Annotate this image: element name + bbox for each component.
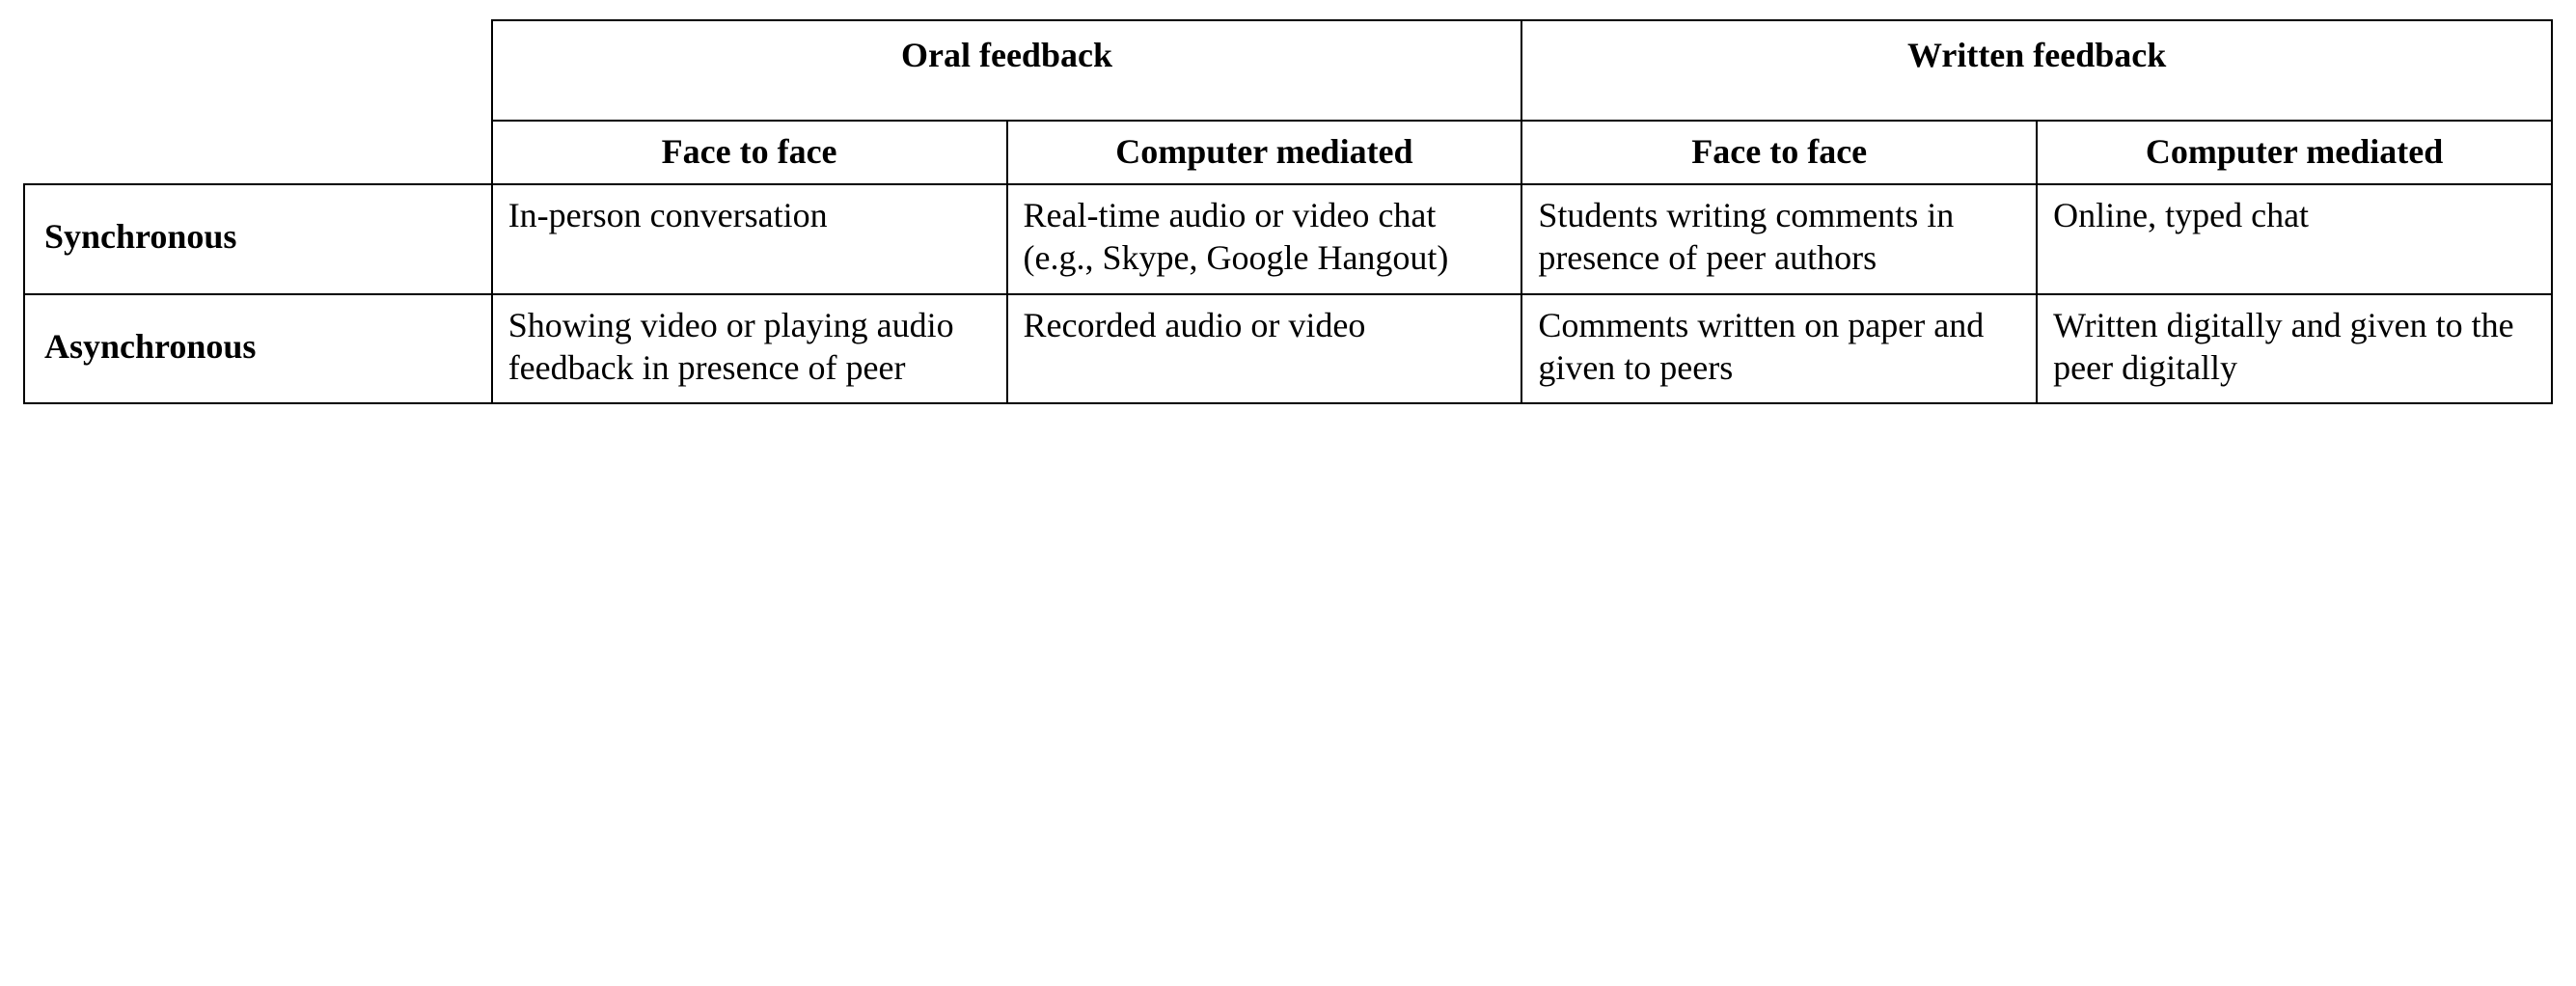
- subheader-computer-mediated-written: Computer mediated: [2037, 121, 2552, 184]
- feedback-table: Oral feedback Written feedback Face to f…: [23, 19, 2553, 404]
- cell-sync-oral-f2f: In-person conversation: [492, 184, 1007, 294]
- subheader-face-to-face-oral: Face to face: [492, 121, 1007, 184]
- cell-sync-written-cmc: Online, typed chat: [2037, 184, 2552, 294]
- empty-corner-cell: [24, 121, 492, 184]
- header-written-feedback: Written feedback: [1521, 20, 2552, 121]
- cell-sync-oral-cmc: Real-time audio or video chat (e.g., Sky…: [1007, 184, 1522, 294]
- table-header-row-sub: Face to face Computer mediated Face to f…: [24, 121, 2552, 184]
- table-header-row-top: Oral feedback Written feedback: [24, 20, 2552, 121]
- cell-async-written-f2f: Comments written on paper and given to p…: [1521, 294, 2037, 404]
- empty-corner-cell: [24, 20, 492, 121]
- subheader-face-to-face-written: Face to face: [1521, 121, 2037, 184]
- cell-async-oral-cmc: Recorded audio or video: [1007, 294, 1522, 404]
- table-row: Synchronous In-person conversation Real-…: [24, 184, 2552, 294]
- table-row: Asynchronous Showing video or playing au…: [24, 294, 2552, 404]
- row-header-asynchronous: Asynchronous: [24, 294, 492, 404]
- cell-async-oral-f2f: Showing video or playing audio feedback …: [492, 294, 1007, 404]
- row-header-synchronous: Synchronous: [24, 184, 492, 294]
- subheader-computer-mediated-oral: Computer mediated: [1007, 121, 1522, 184]
- cell-sync-written-f2f: Students writing comments in presence of…: [1521, 184, 2037, 294]
- cell-async-written-cmc: Written digitally and given to the peer …: [2037, 294, 2552, 404]
- header-oral-feedback: Oral feedback: [492, 20, 1522, 121]
